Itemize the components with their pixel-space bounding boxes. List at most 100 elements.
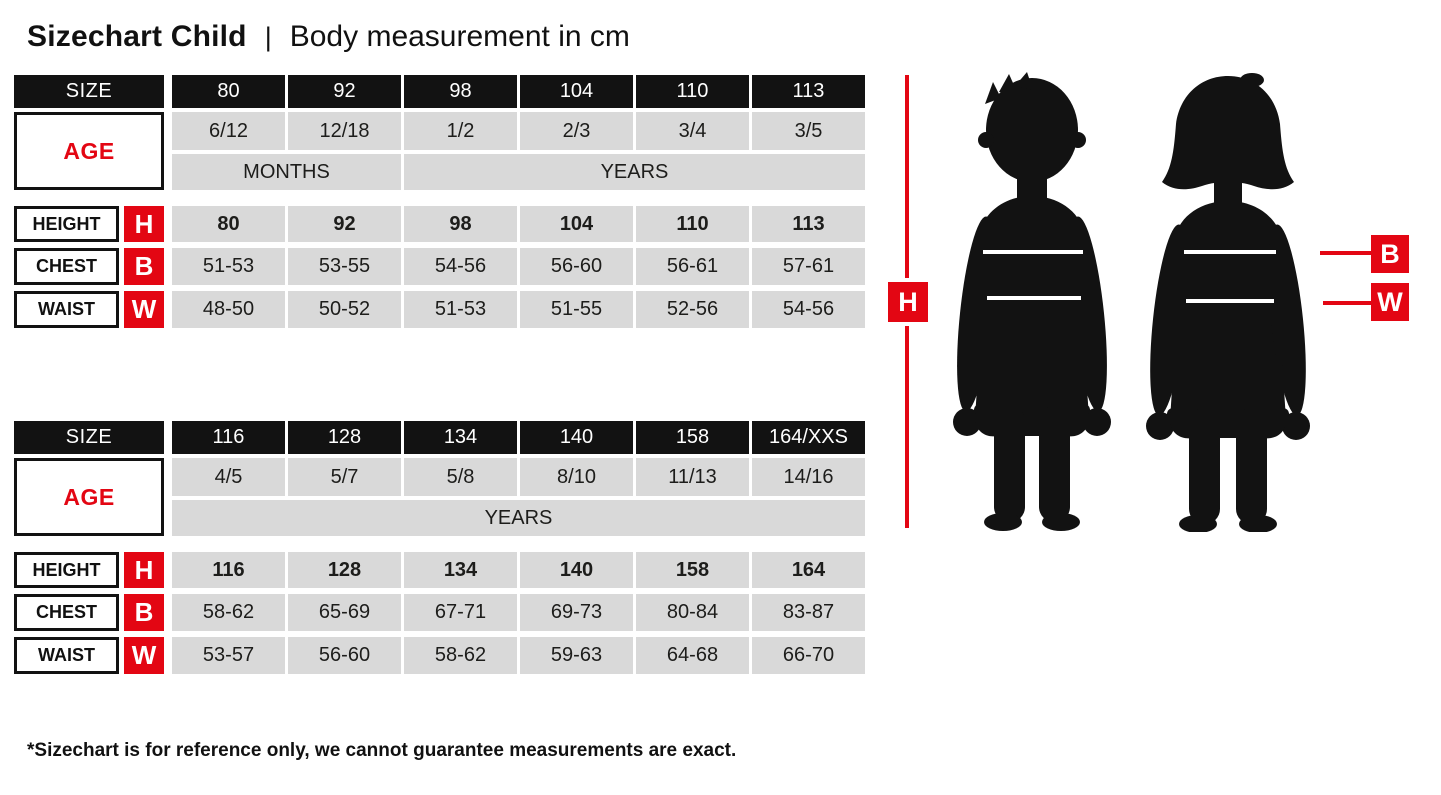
chest-badge: B	[124, 594, 164, 631]
chest-row: CHEST B 51-53 53-55 54-56 56-60 56-61 57…	[14, 248, 874, 285]
chest-value-cell: 54-56	[404, 248, 517, 285]
waist-badge: W	[124, 291, 164, 328]
size-header-cell: 164/XXS	[752, 421, 865, 454]
title-separator: |	[264, 22, 272, 52]
age-section: AGE 6/12 12/18 1/2 2/3 3/4 3/5 MONTHS YE…	[14, 112, 874, 190]
age-units-row: YEARS	[172, 500, 865, 536]
disclaimer-footnote: *Sizechart is for reference only, we can…	[27, 740, 737, 761]
measurement-figure-panel: H B W	[880, 60, 1441, 560]
sizechart-table-large: SIZE 116 128 134 140 158 164/XXS AGE 4/5…	[14, 421, 874, 674]
years-span-cell: YEARS	[172, 500, 865, 536]
waist-value-cell: 54-56	[752, 291, 865, 328]
waist-row: WAIST W 53-57 56-60 58-62 59-63 64-68 66…	[14, 637, 874, 674]
height-value-cell: 134	[404, 552, 517, 588]
chest-badge-figure: B	[1371, 235, 1409, 273]
girl-silhouette	[1146, 73, 1310, 532]
chest-label: CHEST	[14, 248, 119, 285]
size-header-cell: 158	[636, 421, 749, 454]
chest-value-cell: 83-87	[752, 594, 865, 631]
age-label: AGE	[14, 458, 164, 536]
chest-band-boy	[983, 250, 1083, 254]
chest-label: CHEST	[14, 594, 119, 631]
height-badge: H	[124, 552, 164, 588]
age-section: AGE 4/5 5/7 5/8 8/10 11/13 14/16 YEARS	[14, 458, 874, 536]
waist-value-cell: 48-50	[172, 291, 285, 328]
waist-value-cell: 66-70	[752, 637, 865, 674]
waist-value-cell: 52-56	[636, 291, 749, 328]
height-value-cell: 140	[520, 552, 633, 588]
chest-value-cell: 51-53	[172, 248, 285, 285]
chest-value-cell: 67-71	[404, 594, 517, 631]
height-row: HEIGHT H 80 92 98 104 110 113	[14, 206, 874, 242]
chest-value-cell: 80-84	[636, 594, 749, 631]
months-span-cell: MONTHS	[172, 154, 401, 190]
height-value-cell: 164	[752, 552, 865, 588]
size-header-cell: 113	[752, 75, 865, 108]
waist-value-cell: 56-60	[288, 637, 401, 674]
page-title: Sizechart Child | Body measurement in cm	[27, 20, 630, 54]
size-header-cell: 92	[288, 75, 401, 108]
height-badge: H	[124, 206, 164, 242]
height-value-cell: 113	[752, 206, 865, 242]
age-value-cell: 4/5	[172, 458, 285, 496]
height-value-cell: 80	[172, 206, 285, 242]
age-row: 4/5 5/7 5/8 8/10 11/13 14/16	[172, 458, 865, 496]
boy-silhouette	[953, 72, 1111, 531]
age-units-row: MONTHS YEARS	[172, 154, 865, 190]
height-value-cell: 110	[636, 206, 749, 242]
chest-pointer-line	[1320, 251, 1371, 255]
height-value-cell: 116	[172, 552, 285, 588]
height-label: HEIGHT	[14, 206, 119, 242]
age-row: 6/12 12/18 1/2 2/3 3/4 3/5	[172, 112, 865, 150]
waist-value-cell: 51-55	[520, 291, 633, 328]
height-value-cell: 104	[520, 206, 633, 242]
chest-value-cell: 56-61	[636, 248, 749, 285]
age-value-cell: 1/2	[404, 112, 517, 150]
waist-badge: W	[124, 637, 164, 674]
size-header-cell: 80	[172, 75, 285, 108]
size-header-cell: 104	[520, 75, 633, 108]
height-badge-figure: H	[888, 282, 928, 322]
waist-band-boy	[987, 296, 1081, 300]
height-value-cell: 158	[636, 552, 749, 588]
size-header-cell: 128	[288, 421, 401, 454]
waist-value-cell: 59-63	[520, 637, 633, 674]
size-header-cell: 140	[520, 421, 633, 454]
waist-value-cell: 51-53	[404, 291, 517, 328]
waist-value-cell: 50-52	[288, 291, 401, 328]
age-value-cell: 2/3	[520, 112, 633, 150]
age-value-cell: 12/18	[288, 112, 401, 150]
age-value-cell: 11/13	[636, 458, 749, 496]
waist-badge-figure: W	[1371, 283, 1409, 321]
waist-label: WAIST	[14, 291, 119, 328]
age-value-cell: 5/7	[288, 458, 401, 496]
waist-pointer-line	[1323, 301, 1371, 305]
age-value-cell: 3/4	[636, 112, 749, 150]
chest-row: CHEST B 58-62 65-69 67-71 69-73 80-84 83…	[14, 594, 874, 631]
waist-value-cell: 64-68	[636, 637, 749, 674]
age-value-cell: 14/16	[752, 458, 865, 496]
size-row: SIZE 116 128 134 140 158 164/XXS	[14, 421, 874, 454]
waist-value-cell: 53-57	[172, 637, 285, 674]
age-value-cell: 3/5	[752, 112, 865, 150]
waist-label: WAIST	[14, 637, 119, 674]
size-header-cell: 134	[404, 421, 517, 454]
height-row: HEIGHT H 116 128 134 140 158 164	[14, 552, 874, 588]
size-header-cell: 98	[404, 75, 517, 108]
height-value-cell: 128	[288, 552, 401, 588]
size-row: SIZE 80 92 98 104 110 113	[14, 75, 874, 108]
waist-band-girl	[1186, 299, 1274, 303]
chest-value-cell: 69-73	[520, 594, 633, 631]
height-label: HEIGHT	[14, 552, 119, 588]
age-value-cell: 6/12	[172, 112, 285, 150]
chest-value-cell: 65-69	[288, 594, 401, 631]
title-subtitle: Body measurement in cm	[289, 20, 630, 53]
age-value-cell: 5/8	[404, 458, 517, 496]
height-value-cell: 98	[404, 206, 517, 242]
waist-row: WAIST W 48-50 50-52 51-53 51-55 52-56 54…	[14, 291, 874, 328]
chest-band-girl	[1184, 250, 1276, 254]
size-header-cell: 110	[636, 75, 749, 108]
title-main: Sizechart Child	[27, 20, 247, 53]
years-span-cell: YEARS	[404, 154, 865, 190]
